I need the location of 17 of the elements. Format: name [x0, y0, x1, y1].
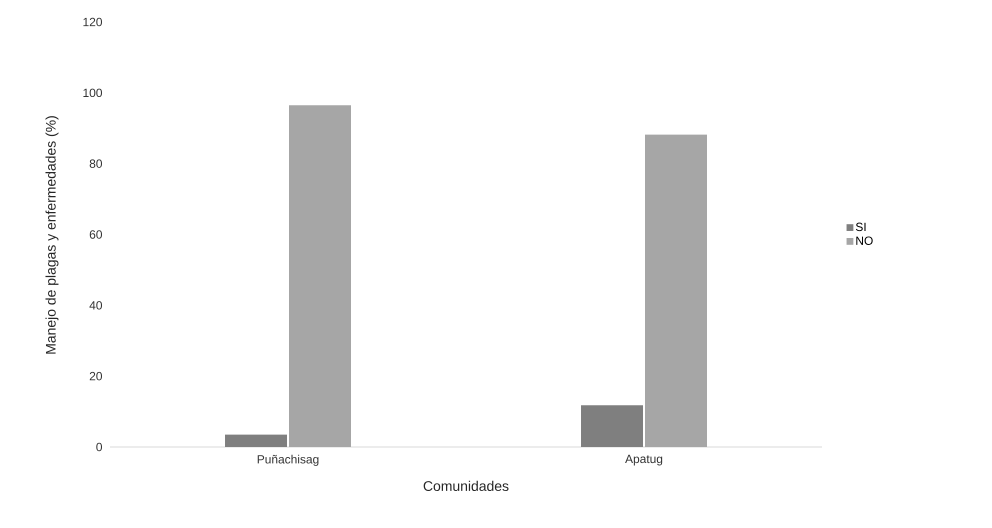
- y-tick-label: 20: [90, 372, 102, 380]
- y-tick-label: 120: [83, 18, 102, 26]
- x-tick-label: Apatug: [625, 454, 662, 466]
- y-tick-label: 0: [96, 442, 102, 452]
- y-tick-label: 60: [90, 230, 102, 239]
- x-axis-title: Comunidades: [424, 480, 509, 492]
- y-tick-label: 80: [90, 159, 102, 168]
- bar: [581, 405, 644, 447]
- y-axis-title: Manejo de plagas y enfermedades (%): [45, 116, 58, 354]
- y-tick-label: 40: [89, 301, 102, 310]
- bar: [289, 105, 351, 447]
- legend-label: SI: [856, 222, 866, 232]
- legend-label: NO: [856, 236, 873, 245]
- x-tick-label: Puñachisag: [258, 454, 318, 466]
- bar: [645, 134, 708, 447]
- bar: [225, 434, 288, 447]
- y-tick-label: 100: [83, 88, 102, 98]
